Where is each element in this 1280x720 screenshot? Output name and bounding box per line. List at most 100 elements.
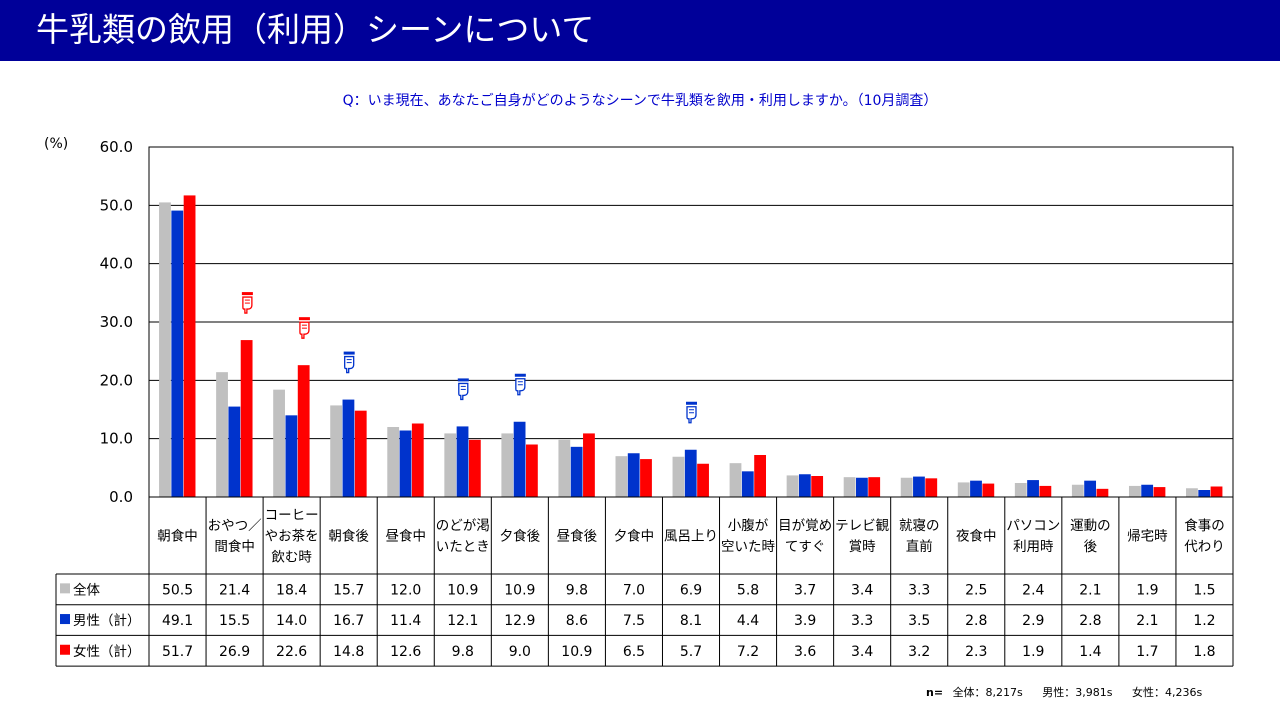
data-label: 5.8 [737, 582, 759, 598]
bar-male [570, 446, 583, 497]
sample-size-label: n= [926, 686, 944, 699]
bar-female [754, 455, 767, 497]
data-label: 6.5 [623, 644, 645, 660]
category-label: 運動の [1070, 518, 1111, 534]
bar-male [399, 430, 412, 497]
data-label: 1.9 [1136, 582, 1158, 598]
sample-size-male: 男性：3,981s [1042, 686, 1113, 699]
pointing-down-hand-icon [457, 378, 469, 401]
y-tick-label: 60.0 [100, 138, 133, 156]
data-label: 10.9 [447, 582, 478, 598]
bar-male [741, 471, 754, 497]
data-label: 2.4 [1022, 582, 1044, 598]
bar-total [1014, 483, 1027, 497]
data-label: 12.6 [390, 644, 421, 660]
data-label: 2.9 [1022, 613, 1044, 629]
bar-male [285, 415, 298, 497]
data-label: 7.5 [623, 613, 645, 629]
bar-female [925, 478, 938, 497]
bar-total [216, 372, 228, 497]
bar-total [843, 477, 856, 497]
category-label: 利用時 [1013, 539, 1054, 555]
data-label: 3.2 [908, 644, 930, 660]
bar-total [1186, 488, 1198, 497]
bar-total [273, 389, 285, 497]
data-label: 9.8 [452, 644, 474, 660]
sample-size-note: n= 全体：8,217s 男性：3,981s 女性：4,236s [926, 684, 1218, 700]
bar-male [1027, 480, 1039, 497]
bar-male [1141, 484, 1154, 497]
legend-swatch [60, 644, 70, 655]
data-label: 3.4 [851, 644, 873, 660]
y-tick-label: 0.0 [109, 488, 133, 506]
category-label: 昼食中 [385, 528, 426, 545]
category-label: 目が覚め [778, 518, 832, 534]
sample-size-female: 女性：4,236s [1132, 686, 1203, 699]
data-label: 8.1 [680, 613, 702, 629]
data-label: 12.0 [390, 582, 421, 598]
category-label: 賞時 [849, 539, 876, 555]
survey-question: Q：いま現在、あなたご自身がどのようなシーンで牛乳類を飲用・利用しますか。（10… [342, 93, 938, 109]
data-label: 3.6 [794, 644, 816, 660]
category-label: 夜食中 [956, 528, 997, 545]
category-label: 後 [1084, 539, 1098, 555]
bar-female [1153, 487, 1166, 497]
bar-female [1096, 488, 1109, 497]
category-label: おやつ／ [208, 518, 262, 534]
y-tick-label: 40.0 [100, 255, 133, 273]
bar-female [411, 423, 424, 497]
data-label: 4.4 [737, 613, 759, 629]
legend-label: 全体 [73, 581, 100, 598]
data-label: 15.5 [219, 613, 250, 629]
data-label: 49.1 [162, 613, 193, 629]
data-label: 2.1 [1079, 582, 1101, 598]
bar-male [970, 480, 982, 497]
bar-male [684, 449, 697, 497]
data-label: 3.7 [794, 582, 816, 598]
category-label: 食事の [1184, 517, 1225, 534]
bar-female [640, 459, 652, 497]
y-tick-label: 30.0 [100, 313, 133, 331]
data-label: 2.3 [965, 644, 987, 660]
category-label: 朝食後 [328, 528, 369, 545]
data-label: 12.1 [447, 613, 478, 629]
bar-total [1128, 485, 1141, 497]
pointing-down-hand-icon [298, 317, 310, 339]
legend-swatch [60, 583, 70, 594]
data-label: 6.9 [680, 582, 702, 598]
data-label: 1.4 [1079, 644, 1101, 660]
data-label: 2.5 [965, 582, 987, 598]
pointing-down-hand-icon [241, 292, 253, 314]
data-label: 5.7 [680, 644, 702, 660]
category-label: 代わり [1184, 539, 1225, 555]
bar-total [501, 433, 514, 497]
bar-female [297, 365, 310, 497]
category-label: テレビ観 [835, 517, 889, 534]
legend-swatch [60, 614, 70, 625]
data-label: 3.5 [908, 613, 930, 629]
data-label: 50.5 [162, 582, 193, 598]
pointing-down-hand-icon [514, 373, 526, 396]
header-bar: 牛乳類の飲用（利用）シーンについて [0, 0, 1280, 61]
data-label: 26.9 [219, 644, 250, 660]
data-label: 3.4 [851, 582, 873, 598]
data-label: 51.7 [162, 644, 193, 660]
category-label: のどが渇 [436, 518, 490, 534]
data-label: 10.9 [561, 644, 592, 660]
bar-male [342, 399, 355, 497]
data-label: 21.4 [219, 582, 250, 598]
legend-label: 男性（計） [73, 613, 141, 629]
sample-size-total: 全体：8,217s [952, 686, 1023, 699]
page-title: 牛乳類の飲用（利用）シーンについて [36, 10, 595, 49]
y-tick-label: 50.0 [100, 196, 133, 214]
bar-total [558, 439, 571, 497]
y-tick-label: 20.0 [100, 371, 133, 389]
category-label: 夕食後 [500, 528, 541, 545]
data-label: 16.7 [333, 613, 364, 629]
data-label: 1.9 [1022, 644, 1044, 660]
category-label: 帰宅時 [1127, 528, 1168, 545]
bar-male [856, 477, 868, 497]
bar-male [513, 421, 526, 497]
data-label: 10.9 [504, 582, 535, 598]
